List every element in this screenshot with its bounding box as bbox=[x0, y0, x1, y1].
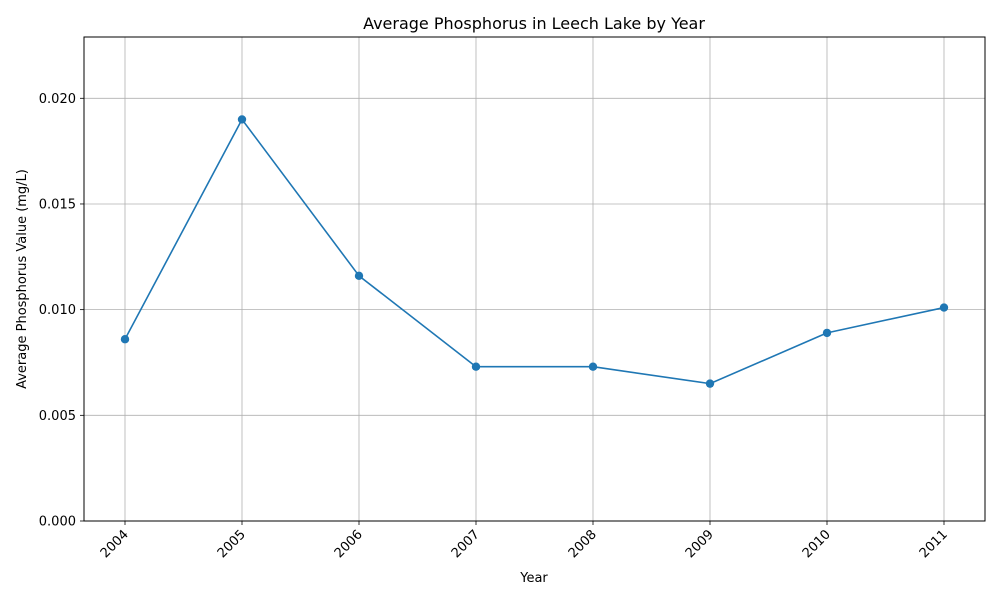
y-tick-label: 0.015 bbox=[39, 197, 76, 212]
data-point bbox=[822, 328, 832, 338]
y-tick-label: 0.000 bbox=[39, 515, 76, 530]
data-point bbox=[120, 335, 130, 344]
y-axis-title: Average Phosphorus Value (mg/L) bbox=[15, 169, 30, 389]
x-tick-label: 2010 bbox=[800, 527, 834, 561]
y-axis-ticks: 0.000 0.005 0.010 0.015 0.020 bbox=[39, 92, 84, 530]
grid bbox=[84, 37, 985, 522]
y-tick-label: 0.005 bbox=[39, 409, 76, 424]
plot-frame bbox=[83, 36, 986, 522]
x-axis-ticks: 2004 2005 2006 2007 2008 2009 2010 2011 bbox=[98, 521, 951, 561]
data-point bbox=[588, 362, 598, 371]
x-tick-label: 2011 bbox=[917, 527, 951, 561]
x-tick-label: 2005 bbox=[215, 527, 249, 561]
plot-area bbox=[83, 36, 986, 522]
data-series bbox=[120, 115, 949, 388]
x-tick-label: 2006 bbox=[332, 527, 366, 561]
series-line bbox=[124, 118, 945, 385]
y-tick-label: 0.010 bbox=[39, 303, 76, 318]
data-point bbox=[939, 303, 949, 312]
data-point bbox=[237, 115, 247, 124]
x-tick-label: 2009 bbox=[683, 527, 717, 561]
x-tick-label: 2007 bbox=[449, 527, 483, 561]
data-point bbox=[705, 379, 715, 388]
x-axis-title: Year bbox=[519, 571, 548, 586]
x-tick-label: 2004 bbox=[98, 527, 132, 561]
data-point bbox=[471, 362, 481, 371]
chart-title: Average Phosphorus in Leech Lake by Year bbox=[363, 14, 705, 33]
data-point bbox=[354, 271, 364, 281]
x-tick-label: 2008 bbox=[566, 527, 600, 561]
y-tick-label: 0.020 bbox=[39, 92, 76, 107]
